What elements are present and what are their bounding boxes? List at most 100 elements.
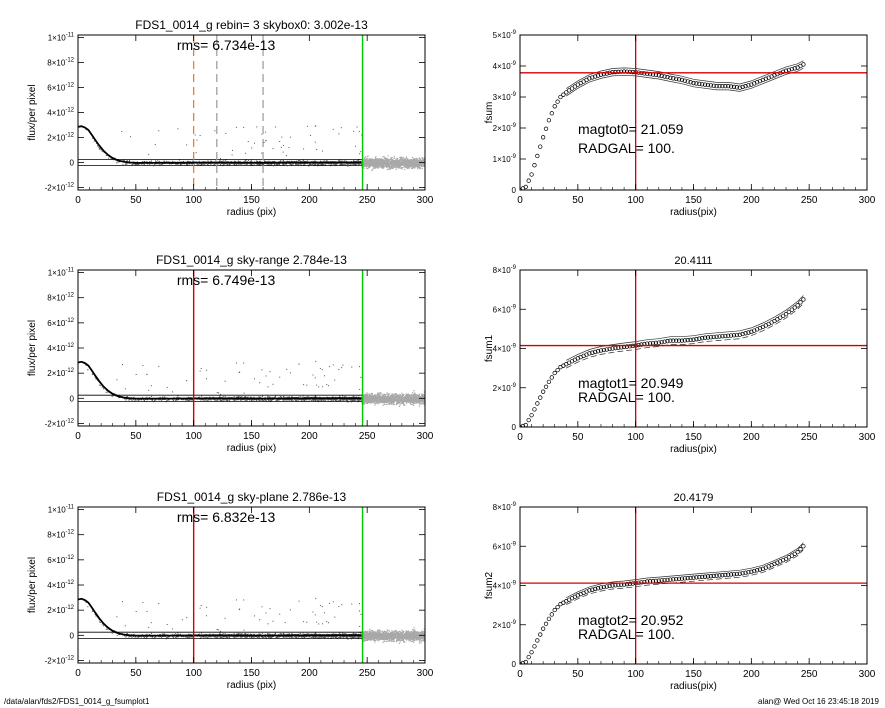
data-point — [244, 160, 246, 162]
data-point — [314, 164, 316, 166]
data-point — [252, 399, 254, 401]
noise-point — [410, 165, 412, 168]
y-tick-label: 2×10-12 — [47, 133, 74, 143]
data-point — [235, 362, 237, 364]
noise-point — [377, 165, 379, 167]
data-point — [201, 395, 203, 397]
noise-point — [374, 163, 377, 165]
data-point — [286, 368, 288, 370]
data-point — [146, 396, 148, 398]
data-point — [288, 399, 290, 401]
noise-point — [403, 158, 405, 160]
data-point — [85, 129, 87, 131]
data-point — [146, 373, 148, 375]
noise-point — [371, 164, 374, 166]
noise-point — [367, 394, 369, 396]
data-point — [336, 163, 338, 165]
data-point — [324, 399, 326, 401]
noise-point — [367, 158, 369, 160]
data-point — [96, 145, 98, 147]
data-point — [224, 163, 226, 165]
data-point — [158, 163, 160, 165]
data-point — [329, 365, 331, 367]
noise-point — [422, 164, 424, 166]
data-point — [268, 164, 270, 166]
noise-point — [405, 159, 408, 161]
noise-point — [413, 160, 416, 162]
data-point — [307, 399, 309, 401]
noise-point — [390, 165, 393, 167]
data-point — [207, 400, 209, 402]
data-point — [341, 399, 343, 401]
noise-point — [404, 158, 406, 160]
data-point — [124, 388, 126, 390]
data-point — [352, 400, 354, 402]
data-point — [219, 396, 221, 398]
data-point — [337, 160, 339, 162]
noise-point — [386, 401, 389, 403]
data-point — [238, 163, 240, 165]
data-point — [157, 160, 159, 162]
data-point — [214, 163, 216, 165]
data-point — [302, 160, 304, 162]
noise-point — [392, 162, 394, 165]
data-point — [143, 160, 145, 162]
noise-point — [372, 163, 374, 165]
data-point — [214, 399, 216, 401]
noise-point — [379, 163, 381, 165]
data-point — [299, 398, 301, 400]
data-point — [335, 399, 337, 401]
data-point — [301, 160, 303, 162]
data-point — [177, 395, 179, 397]
data-point — [276, 164, 278, 166]
data-point — [335, 164, 337, 166]
data-point — [286, 399, 288, 401]
noise-point — [369, 165, 371, 167]
data-point — [131, 399, 133, 401]
noise-point — [407, 161, 410, 163]
noise-point — [378, 394, 380, 396]
data-point — [236, 396, 238, 398]
noise-point — [419, 162, 421, 164]
data-point — [346, 163, 348, 165]
data-point — [280, 396, 282, 398]
data-point — [108, 157, 110, 159]
noise-point — [365, 396, 368, 398]
data-point — [173, 400, 175, 402]
rms-annotation: rms= 6.734e-13 — [177, 37, 276, 53]
noise-point — [400, 161, 403, 163]
noise-point — [396, 167, 398, 169]
noise-point — [371, 393, 373, 396]
noise-point — [400, 164, 402, 167]
noise-point — [374, 166, 376, 168]
data-point — [222, 396, 224, 398]
noise-point — [382, 167, 384, 170]
data-point — [289, 372, 291, 374]
data-point — [254, 399, 256, 401]
data-point — [354, 399, 356, 401]
data-point — [357, 399, 359, 401]
data-point — [210, 160, 212, 162]
noise-point — [383, 166, 385, 169]
noise-point — [369, 164, 371, 166]
noise-point — [423, 159, 425, 161]
y-axis-label: flux/per pixel — [27, 84, 38, 140]
data-point — [312, 163, 314, 165]
data-point — [150, 161, 152, 163]
data-point — [349, 399, 351, 401]
noise-point — [364, 156, 367, 158]
data-point — [265, 139, 267, 141]
data-point — [200, 163, 202, 165]
noise-point — [406, 164, 408, 166]
noise-point — [373, 162, 375, 164]
data-point — [168, 161, 170, 163]
data-point — [150, 395, 152, 397]
noise-point — [412, 162, 415, 164]
data-point — [125, 398, 127, 400]
data-point — [312, 396, 314, 398]
noise-point — [364, 160, 366, 162]
data-point — [357, 159, 359, 161]
data-point — [222, 160, 224, 162]
noise-point — [389, 167, 391, 169]
